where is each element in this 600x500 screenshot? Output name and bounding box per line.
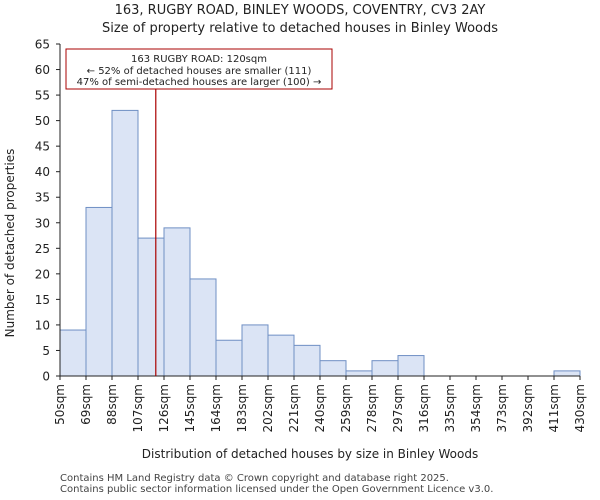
bar-88sqm	[111, 109, 139, 377]
x-tick-label: 259sqm	[339, 384, 353, 432]
y-tick-label: 20	[35, 267, 50, 281]
y-tick-label: 40	[35, 165, 50, 179]
bar-126sqm	[163, 227, 191, 377]
x-tick-label: 278sqm	[365, 384, 379, 432]
bar-297sqm	[397, 355, 425, 377]
y-tick-label: 55	[35, 89, 50, 103]
y-ticks-group: 0 5 10 15 20 25 30 35 40 45 50 55 60 65	[35, 38, 60, 384]
x-tick-label: 183sqm	[235, 384, 249, 432]
chart-subtitle: Size of property relative to detached ho…	[101, 21, 499, 36]
x-tick-label: 316sqm	[417, 384, 431, 432]
x-tick-label: 335sqm	[443, 384, 457, 432]
y-tick-label: 10	[35, 318, 50, 332]
y-tick-label: 45	[35, 140, 50, 154]
x-tick-label: 240sqm	[313, 384, 327, 432]
x-tick-label: 373sqm	[495, 384, 509, 432]
x-tick-label: 145sqm	[183, 384, 197, 432]
bar-164sqm	[215, 339, 243, 377]
y-tick-label: 25	[35, 242, 50, 256]
x-tick-label: 202sqm	[261, 384, 275, 432]
bar-202sqm	[267, 334, 295, 377]
bar-278sqm	[371, 360, 399, 377]
bar-107sqm	[137, 237, 165, 377]
y-tick-label: 30	[35, 216, 50, 230]
y-axis-label: Number of detached properties	[3, 149, 17, 338]
annotation-line3: 47% of semi-detached houses are larger (…	[77, 77, 322, 88]
x-tick-label: 392sqm	[521, 384, 535, 432]
y-tick-label: 0	[42, 370, 50, 384]
bar-50sqm	[59, 329, 87, 377]
bar-69sqm	[85, 206, 113, 377]
annotation-line1: 163 RUGBY ROAD: 120sqm	[131, 54, 267, 65]
bar-240sqm	[319, 360, 347, 377]
x-tick-label: 221sqm	[287, 384, 301, 432]
x-ticks-group: 50sqm 69sqm 88sqm 107sqm 126sqm 145sqm 164sqm 1…	[53, 376, 587, 432]
bar-183sqm	[241, 324, 269, 377]
x-tick-label: 411sqm	[547, 384, 561, 432]
y-tick-label: 5	[42, 344, 50, 358]
annotation-line2: ← 52% of detached houses are smaller (11…	[87, 66, 312, 77]
bar-221sqm	[293, 344, 321, 377]
annotation-box: 163 RUGBY ROAD: 120sqm ← 52% of detached…	[65, 48, 333, 90]
chart-title: 163, RUGBY ROAD, BINLEY WOODS, COVENTRY,…	[114, 3, 486, 18]
y-tick-label: 35	[35, 191, 50, 205]
y-tick-label: 50	[35, 114, 50, 128]
x-tick-label: 430sqm	[573, 384, 587, 432]
y-tick-label: 15	[35, 293, 50, 307]
y-tick-label: 60	[35, 63, 50, 77]
x-tick-label: 69sqm	[79, 384, 93, 425]
x-tick-label: 50sqm	[53, 384, 67, 425]
x-tick-label: 297sqm	[391, 384, 405, 432]
bars-group	[59, 109, 581, 377]
bar-259sqm	[345, 370, 373, 377]
bar-411sqm	[553, 370, 581, 377]
x-axis-label: Distribution of detached houses by size …	[142, 447, 478, 461]
footer-line-1: Contains HM Land Registry data © Crown c…	[60, 473, 449, 484]
x-tick-label: 88sqm	[105, 384, 119, 425]
x-tick-label: 164sqm	[209, 384, 223, 432]
bar-145sqm	[189, 278, 217, 377]
x-tick-label: 354sqm	[469, 384, 483, 432]
x-tick-label: 107sqm	[131, 384, 145, 432]
y-tick-label: 65	[35, 38, 50, 52]
x-tick-label: 126sqm	[157, 384, 171, 432]
footer-line-2: Contains public sector information licen…	[60, 484, 494, 495]
